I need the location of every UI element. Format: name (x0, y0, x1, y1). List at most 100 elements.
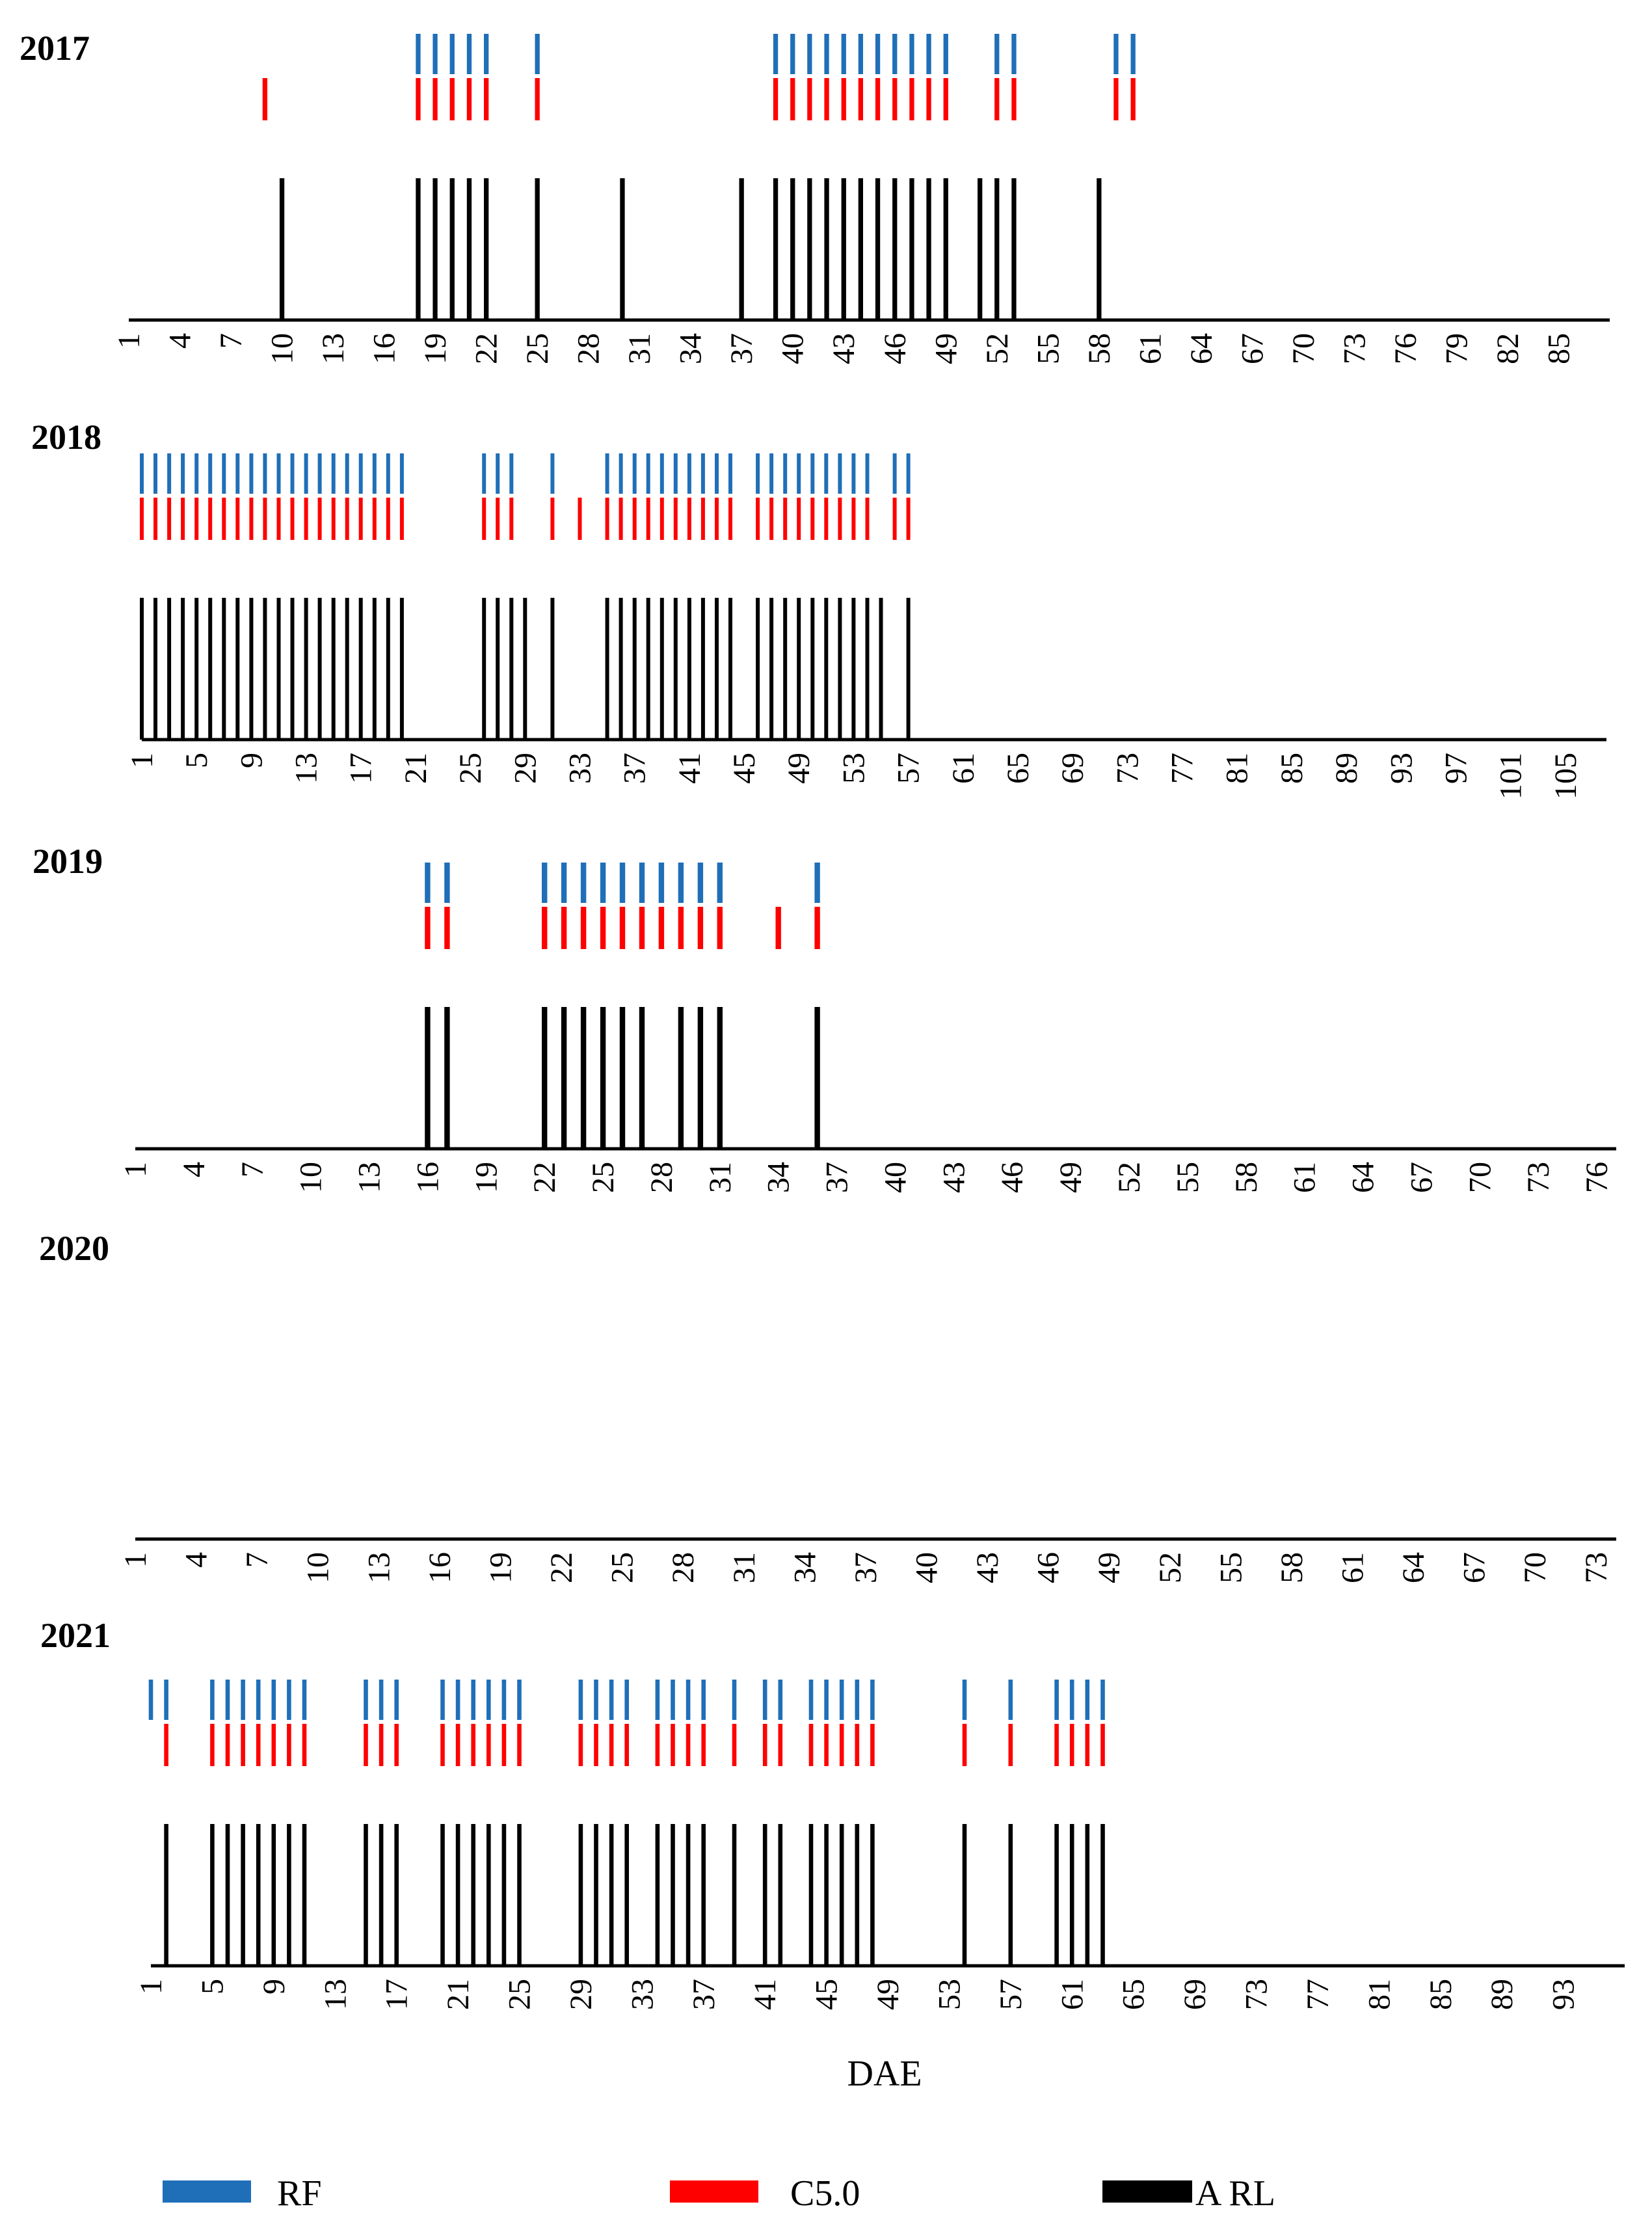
event-bar-arl-2021-35 (671, 1824, 675, 1966)
event-bar-rf-2018-2 (153, 453, 157, 494)
event-bar-c50-2017-59 (1113, 78, 1119, 120)
event-bar-arl-2018-14 (317, 598, 322, 740)
tick-label-2018-29: 29 (508, 753, 542, 784)
tick-label-2017-58: 58 (1082, 333, 1117, 364)
event-bar-arl-2018-5 (194, 598, 199, 740)
event-bar-rf-2021-29 (578, 1680, 583, 1720)
event-bar-rf-2017-25 (535, 34, 540, 74)
event-bar-arl-2021-29 (578, 1824, 583, 1966)
tick-label-2019-64: 64 (1346, 1162, 1381, 1193)
event-bar-c50-2018-5 (194, 498, 199, 540)
event-bar-c50-2019-24 (580, 907, 587, 949)
event-bar-arl-2017-30 (620, 178, 625, 320)
tick-label-2018-1: 1 (125, 753, 159, 768)
event-bar-rf-2021-11 (302, 1680, 307, 1720)
event-bar-arl-2018-26 (482, 598, 486, 740)
event-bar-c50-2017-43 (841, 78, 846, 120)
event-bar-c50-2021-45 (824, 1724, 829, 1766)
event-bar-arl-2017-25 (535, 178, 540, 320)
tick-label-2021-85: 85 (1424, 1979, 1458, 2010)
tick-label-2019-55: 55 (1171, 1162, 1205, 1193)
event-bar-rf-2018-17 (358, 453, 363, 494)
event-bar-c50-2021-24 (501, 1724, 507, 1766)
event-bar-c50-2018-3 (167, 498, 172, 540)
tick-label-2020-49: 49 (1092, 1552, 1126, 1583)
event-bar-c50-2017-19 (433, 78, 438, 120)
event-bar-rf-2017-44 (858, 34, 863, 74)
event-bar-arl-2018-36 (619, 598, 623, 740)
event-bar-arl-2018-39 (659, 598, 664, 740)
tick-label-2020-61: 61 (1336, 1552, 1370, 1583)
tick-label-2017-49: 49 (929, 333, 963, 364)
event-bar-c50-2018-33 (578, 498, 582, 540)
tick-label-2018-93: 93 (1384, 753, 1419, 784)
tick-label-2019-67: 67 (1404, 1162, 1439, 1193)
event-bar-c50-2021-54 (962, 1724, 967, 1766)
event-bar-rf-2018-51 (824, 453, 829, 494)
event-bar-c50-2018-37 (632, 498, 637, 540)
event-bar-rf-2017-42 (824, 34, 829, 74)
tick-label-2019-76: 76 (1580, 1162, 1614, 1193)
event-bar-rf-2021-7 (241, 1680, 245, 1720)
tick-label-2018-5: 5 (180, 753, 214, 768)
event-bar-rf-2017-41 (807, 34, 812, 74)
tick-label-2020-10: 10 (301, 1552, 336, 1583)
event-bar-arl-2018-51 (824, 598, 829, 740)
tick-label-2020-46: 46 (1032, 1552, 1066, 1583)
tick-label-2019-49: 49 (1054, 1162, 1088, 1193)
event-bar-c50-2019-29 (678, 907, 684, 949)
tick-label-2017-73: 73 (1337, 333, 1372, 364)
event-bar-arl-2021-10 (287, 1824, 291, 1966)
event-bar-arl-2019-24 (580, 1007, 587, 1149)
event-bar-rf-2018-44 (728, 453, 732, 494)
tick-label-2021-49: 49 (871, 1979, 905, 2010)
event-bar-rf-2021-5 (210, 1680, 215, 1720)
event-bar-rf-2021-48 (870, 1680, 875, 1720)
event-bar-rf-2018-14 (317, 453, 322, 494)
event-bar-arl-2018-27 (496, 598, 500, 740)
event-bar-c50-2021-61 (1069, 1724, 1074, 1766)
event-bar-c50-2017-21 (466, 78, 472, 120)
event-bar-c50-2018-31 (550, 498, 555, 540)
event-bar-arl-2018-52 (838, 598, 842, 740)
tick-label-2017-19: 19 (418, 333, 453, 364)
event-bar-rf-2021-45 (824, 1680, 829, 1720)
event-bar-arl-2021-7 (241, 1824, 245, 1966)
event-bar-arl-2018-11 (276, 598, 281, 740)
tick-label-2019-40: 40 (879, 1162, 913, 1193)
event-bar-c50-2021-35 (671, 1724, 675, 1766)
event-bar-rf-2021-41 (762, 1680, 767, 1720)
event-bar-rf-2018-27 (496, 453, 500, 494)
event-bar-rf-2017-22 (484, 34, 489, 74)
event-bar-rf-2018-52 (838, 453, 842, 494)
event-bar-arl-2018-2 (153, 598, 157, 740)
tick-label-2021-5: 5 (195, 1979, 230, 1994)
event-bar-arl-2017-46 (892, 178, 898, 320)
tick-label-2018-45: 45 (727, 753, 762, 784)
tick-label-2018-37: 37 (618, 753, 652, 784)
event-bar-rf-2018-42 (700, 453, 705, 494)
event-bar-arl-2018-20 (399, 598, 404, 740)
event-bar-rf-2017-46 (892, 34, 898, 74)
event-bar-c50-2021-34 (655, 1724, 660, 1766)
tick-label-2019-37: 37 (820, 1162, 855, 1193)
tick-label-2021-13: 13 (318, 1979, 353, 2010)
event-bar-arl-2017-40 (790, 178, 795, 320)
event-bar-c50-2018-52 (838, 498, 842, 540)
event-bar-rf-2017-21 (466, 34, 472, 74)
tick-label-2020-16: 16 (423, 1552, 457, 1583)
event-bar-rf-2017-60 (1130, 34, 1136, 74)
tick-label-2020-40: 40 (910, 1552, 944, 1583)
event-bar-arl-2021-15 (364, 1824, 368, 1966)
event-bar-rf-2017-39 (773, 34, 779, 74)
event-bar-rf-2021-20 (440, 1680, 445, 1720)
tick-label-2019-13: 13 (353, 1162, 387, 1193)
event-bar-arl-2017-51 (978, 178, 983, 320)
event-bar-arl-2021-63 (1100, 1824, 1105, 1966)
event-bar-rf-2018-6 (208, 453, 213, 494)
event-bar-rf-2021-23 (486, 1680, 491, 1720)
event-bar-arl-2021-54 (962, 1824, 967, 1966)
event-bar-c50-2021-8 (256, 1724, 261, 1766)
event-bar-rf-2018-48 (783, 453, 788, 494)
event-bar-rf-2018-46 (756, 453, 760, 494)
